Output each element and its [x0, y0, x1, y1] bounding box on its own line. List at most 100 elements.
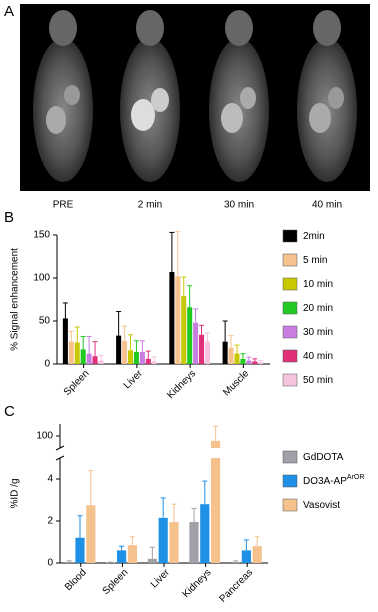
bar	[242, 550, 251, 563]
x-tick-label: Kidneys	[181, 567, 214, 600]
bar	[128, 350, 133, 364]
bar	[146, 359, 151, 364]
legend-text: 5 min	[303, 255, 327, 266]
y-tick-label: 0	[47, 558, 53, 569]
bar	[189, 522, 198, 563]
image-caption: PRE	[53, 200, 74, 211]
legend-swatch	[283, 499, 297, 511]
panel-label: C	[4, 403, 15, 420]
bar	[159, 518, 168, 563]
image-caption: 40 min	[312, 200, 342, 211]
image-caption: 2 min	[138, 200, 162, 211]
bar	[223, 342, 228, 364]
y-tick-label: 100	[33, 273, 50, 284]
legend-swatch	[283, 326, 297, 338]
bar	[199, 335, 204, 364]
legend-swatch	[283, 451, 297, 463]
legend-swatch	[283, 230, 297, 242]
bar	[65, 562, 74, 563]
bar	[140, 352, 145, 364]
legend-swatch	[283, 374, 297, 386]
bar	[229, 348, 234, 364]
bar	[117, 550, 126, 563]
bar	[86, 505, 95, 563]
bar	[148, 559, 157, 563]
bar	[187, 307, 192, 364]
bar	[116, 336, 121, 364]
x-tick-label: Liver	[149, 567, 173, 591]
legend-swatch	[283, 254, 297, 266]
bar	[122, 341, 127, 364]
legend-swatch	[283, 278, 297, 290]
bar	[98, 361, 103, 364]
bar	[252, 361, 257, 364]
bar	[169, 522, 178, 563]
panel-label: B	[4, 209, 14, 226]
x-tick-label: Liver	[122, 368, 146, 392]
bar	[234, 354, 239, 364]
x-tick-label: Spleen	[62, 368, 92, 398]
bar	[175, 276, 180, 364]
legend-label: DO3A-APArOR	[303, 474, 364, 487]
bar	[246, 361, 251, 364]
legend-label: 10 min	[303, 279, 333, 290]
legend-text: 30 min	[303, 327, 333, 338]
bar	[240, 359, 245, 364]
legend-text: 20 min	[303, 303, 333, 314]
y-tick-label: 100	[36, 431, 53, 442]
legend-text: DO3A-AP	[303, 476, 347, 487]
legend-label: GdDOTA	[303, 452, 344, 463]
bar	[87, 354, 92, 364]
legend-label: 5 min	[303, 255, 327, 266]
x-tick-label: Spleen	[101, 567, 131, 597]
bar	[258, 362, 263, 364]
legend-label: 40 min	[303, 351, 333, 362]
y-tick-label: 2	[47, 516, 53, 527]
legend-text: 2min	[303, 231, 325, 242]
legend-text: 10 min	[303, 279, 333, 290]
bar	[128, 545, 137, 563]
legend-text: Vasovist	[303, 500, 340, 511]
x-tick-label: Blood	[63, 567, 89, 593]
bar	[231, 562, 240, 563]
bar	[169, 272, 174, 364]
bar	[200, 504, 209, 563]
legend-superscript: ArOR	[347, 474, 365, 481]
bar	[211, 441, 220, 448]
legend-swatch	[283, 302, 297, 314]
bar	[81, 349, 86, 364]
y-tick-label: 4	[47, 474, 53, 485]
panel-label: A	[4, 3, 14, 20]
legend-swatch	[283, 475, 297, 487]
legend-text: GdDOTA	[303, 452, 344, 463]
x-tick-label: Kidneys	[165, 368, 198, 401]
bar	[93, 356, 98, 364]
legend-swatch	[283, 350, 297, 362]
legend-label: 20 min	[303, 303, 333, 314]
legend-text: 50 min	[303, 375, 333, 386]
x-tick-label: Pancreas	[218, 567, 256, 605]
legend-label: 50 min	[303, 375, 333, 386]
y-tick-label: 150	[33, 230, 50, 241]
bar	[205, 342, 210, 364]
legend-label: 30 min	[303, 327, 333, 338]
x-tick-label: Muscle	[221, 368, 251, 398]
bar	[75, 538, 84, 563]
bar	[134, 352, 139, 364]
y-tick-label: 0	[44, 359, 50, 370]
image-caption: 30 min	[224, 200, 254, 211]
bar	[75, 343, 80, 365]
bar	[181, 296, 186, 364]
bar	[193, 323, 198, 364]
bar	[152, 361, 157, 364]
bar	[211, 458, 220, 563]
y-tick-label: 50	[39, 316, 51, 327]
legend-label: 2min	[303, 231, 325, 242]
legend-text: 40 min	[303, 351, 333, 362]
bar	[69, 342, 74, 364]
bar	[253, 546, 262, 563]
y-axis-label: %ID /g	[10, 478, 21, 508]
y-axis-label: % Signal enhancement	[10, 248, 21, 351]
legend-label: Vasovist	[303, 500, 340, 511]
